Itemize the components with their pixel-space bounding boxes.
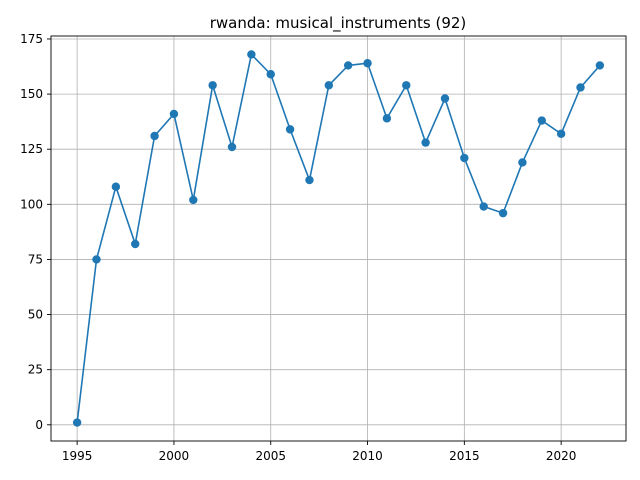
y-tick-label: 150 bbox=[20, 87, 43, 101]
x-tick-label: 2020 bbox=[546, 449, 577, 463]
data-point bbox=[92, 255, 101, 264]
data-point bbox=[421, 138, 430, 147]
x-tick-label: 2015 bbox=[449, 449, 480, 463]
data-point bbox=[150, 131, 159, 141]
data-point bbox=[402, 81, 411, 90]
data-point bbox=[576, 83, 585, 92]
data-point bbox=[305, 175, 314, 185]
plot-frame bbox=[50, 35, 627, 442]
data-point bbox=[498, 208, 508, 218]
x-tick-label: 2000 bbox=[159, 449, 190, 463]
data-point bbox=[363, 59, 372, 68]
y-tick-label: 175 bbox=[20, 32, 43, 46]
grid bbox=[51, 36, 626, 441]
data-point bbox=[131, 239, 140, 249]
data-point bbox=[208, 81, 217, 90]
axes bbox=[50, 35, 627, 442]
data-point bbox=[440, 94, 450, 103]
chart-title: rwanda: musical_instruments (92) bbox=[210, 14, 467, 33]
data-point bbox=[169, 109, 179, 119]
data-point bbox=[518, 158, 527, 167]
data-point bbox=[227, 142, 237, 152]
series-line bbox=[76, 53, 601, 423]
data-point bbox=[266, 70, 275, 79]
data-point bbox=[460, 153, 469, 163]
data-point bbox=[247, 50, 256, 59]
y-tick-label: 75 bbox=[28, 252, 43, 266]
y-tick-label: 0 bbox=[35, 418, 43, 432]
data-point bbox=[537, 116, 546, 125]
y-tick-label: 125 bbox=[20, 142, 43, 156]
y-tick-label: 100 bbox=[20, 197, 43, 211]
data-point bbox=[324, 81, 334, 90]
y-tick-label: 50 bbox=[28, 308, 43, 322]
data-point bbox=[343, 61, 353, 70]
x-tick-label: 2005 bbox=[255, 449, 286, 463]
data-point bbox=[189, 195, 198, 205]
ticks: 1995 2000 2005 2010 2015 2020 0 25 50 75 100 125 150… bbox=[20, 32, 576, 463]
data-point bbox=[111, 182, 121, 191]
data-point bbox=[556, 129, 566, 138]
data-point bbox=[285, 125, 295, 134]
data-point bbox=[382, 114, 392, 123]
data-point bbox=[72, 418, 82, 427]
series bbox=[72, 50, 605, 427]
x-tick-label: 2010 bbox=[352, 449, 383, 463]
x-tick-label: 1995 bbox=[62, 449, 93, 463]
data-point bbox=[595, 61, 605, 70]
data-point bbox=[479, 202, 488, 211]
y-tick-label: 25 bbox=[28, 363, 43, 377]
